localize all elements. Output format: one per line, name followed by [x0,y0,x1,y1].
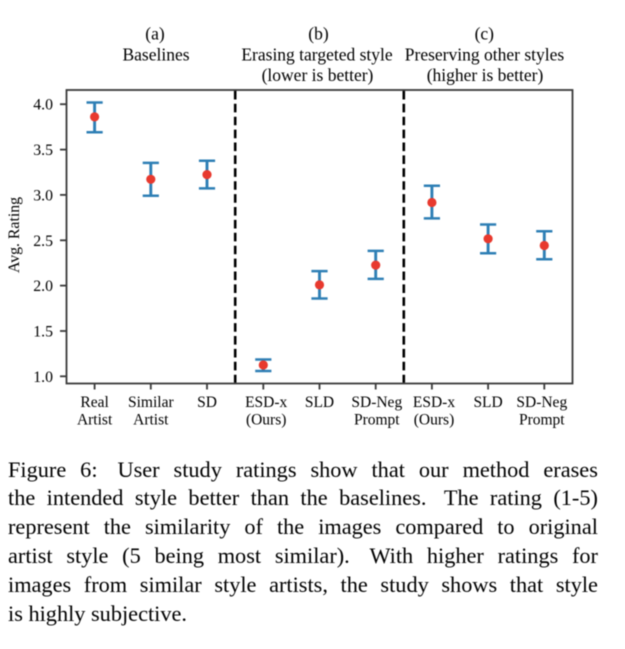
svg-text:Prompt: Prompt [354,412,400,429]
svg-text:(lower is better): (lower is better) [262,65,374,85]
svg-text:4.0: 4.0 [33,97,53,114]
svg-text:(c): (c) [475,24,495,44]
svg-text:SD-Neg: SD-Neg [516,394,567,411]
svg-text:SLD: SLD [473,394,502,411]
svg-text:SLD: SLD [305,394,334,411]
svg-text:2.0: 2.0 [33,278,53,295]
svg-text:SD-Neg: SD-Neg [351,394,402,411]
svg-text:Real: Real [80,394,108,411]
svg-text:3.0: 3.0 [33,187,53,204]
svg-text:(higher is better): (higher is better) [427,65,544,85]
svg-text:Baselines: Baselines [122,45,189,65]
svg-text:(a): (a) [145,24,165,44]
svg-text:(Ours): (Ours) [414,412,454,429]
svg-text:ESD-x: ESD-x [413,394,455,411]
svg-text:Preserving other styles: Preserving other styles [405,45,565,65]
svg-text:Prompt: Prompt [519,412,565,429]
svg-text:2.5: 2.5 [33,233,53,250]
svg-text:SD: SD [197,394,217,411]
svg-text:Similar: Similar [128,394,174,411]
svg-text:1.0: 1.0 [33,369,53,386]
svg-text:Artist: Artist [133,412,169,429]
svg-text:Avg. Rating: Avg. Rating [6,197,23,273]
svg-text:ESD-x: ESD-x [245,394,287,411]
svg-text:3.5: 3.5 [33,142,53,159]
svg-text:(Ours): (Ours) [246,412,286,429]
svg-text:1.5: 1.5 [33,324,53,341]
svg-text:(b): (b) [308,24,329,44]
svg-text:Artist: Artist [77,412,113,429]
svg-text:Erasing targeted style: Erasing targeted style [241,45,393,65]
